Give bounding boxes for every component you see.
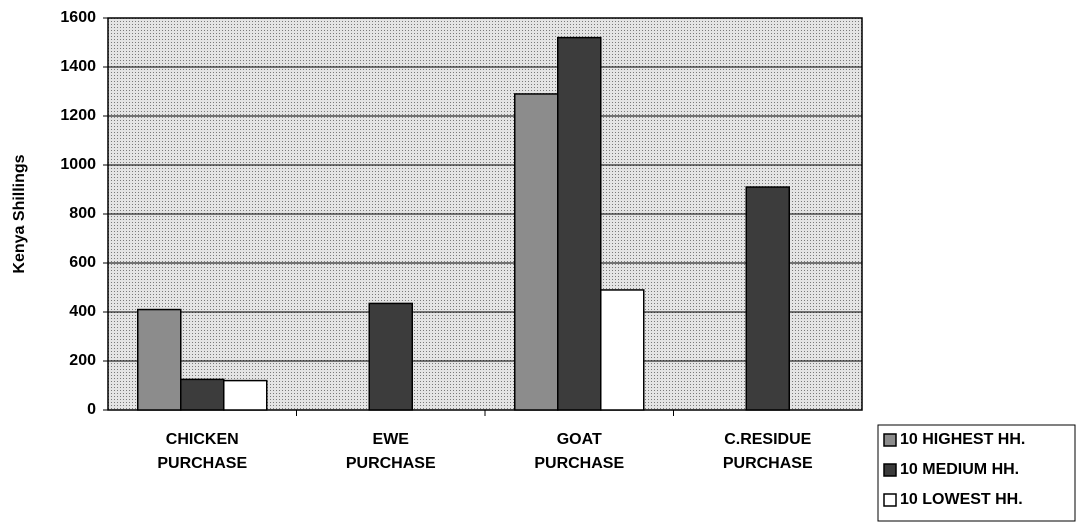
- x-tick-label: C.RESIDUE PURCHASE: [723, 431, 813, 472]
- x-tick-label: CHICKEN PURCHASE: [157, 431, 247, 472]
- bar: [514, 93, 559, 411]
- y-tick-label: 200: [69, 352, 96, 369]
- legend-swatch: [883, 463, 897, 477]
- y-axis-label: Kenya Shillings: [11, 154, 28, 273]
- legend-label: 10 MEDIUM HH.: [900, 461, 1019, 478]
- y-tick-label: 1200: [60, 107, 96, 124]
- y-tick-label: 1000: [60, 156, 96, 173]
- bar: [137, 308, 182, 411]
- y-tick-label: 800: [69, 205, 96, 222]
- y-tick-label: 1600: [60, 9, 96, 26]
- bar: [745, 186, 790, 411]
- legend-swatch: [883, 433, 897, 447]
- legend-swatch: [883, 493, 897, 507]
- legend-label: 10 LOWEST HH.: [900, 491, 1023, 508]
- bar: [557, 36, 602, 411]
- x-tick-label: GOAT PURCHASE: [534, 431, 624, 472]
- y-tick-label: 1400: [60, 58, 96, 75]
- y-tick-label: 0: [87, 401, 96, 418]
- bar: [368, 302, 413, 411]
- legend-box: [877, 424, 1076, 522]
- bar: [223, 379, 268, 411]
- y-tick-label: 600: [69, 254, 96, 271]
- x-tick-label: EWE PURCHASE: [346, 431, 436, 472]
- y-tick-label: 400: [69, 303, 96, 320]
- legend-label: 10 HIGHEST HH.: [900, 431, 1025, 448]
- bar: [180, 378, 225, 411]
- bar: [600, 289, 645, 411]
